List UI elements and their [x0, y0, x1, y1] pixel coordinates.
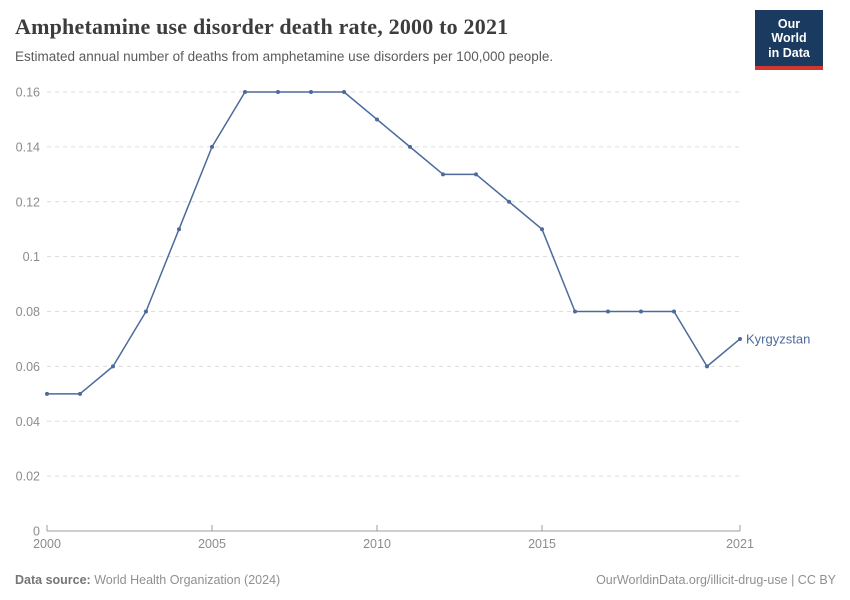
owid-logo-accent-bar [755, 66, 823, 71]
data-source-value: World Health Organization (2024) [90, 573, 281, 587]
x-axis-tick-label: 2015 [528, 537, 556, 551]
data-point[interactable] [210, 144, 214, 149]
data-point[interactable] [441, 172, 445, 177]
owid-logo[interactable]: Our World in Data [755, 10, 823, 71]
data-point[interactable] [639, 309, 643, 314]
y-axis-tick-label: 0 [33, 525, 40, 539]
x-axis-tick-label: 2010 [363, 537, 391, 551]
data-point[interactable] [705, 364, 709, 369]
data-point[interactable] [408, 144, 412, 149]
y-axis-tick-label: 0.06 [16, 360, 40, 374]
owid-logo-line1: Our World [771, 17, 807, 46]
data-point[interactable] [45, 391, 49, 396]
data-point[interactable] [573, 309, 577, 314]
page-title: Amphetamine use disorder death rate, 200… [15, 14, 509, 39]
data-point[interactable] [375, 117, 379, 122]
line-chart-svg: 0 0.02 0.04 0.06 0.08 0.1 0.12 0.14 0.16 2000 2005… [16, 86, 811, 552]
y-axis-tick-label: 0.02 [16, 470, 40, 484]
line-chart[interactable]: 0 0.02 0.04 0.06 0.08 0.1 0.12 0.14 0.16 2000 2005… [0, 78, 850, 560]
data-point[interactable] [474, 172, 478, 177]
y-axis-tick-label: 0.1 [23, 250, 40, 264]
data-point[interactable] [177, 227, 181, 232]
data-point[interactable] [738, 336, 742, 341]
x-axis-tick-label: 2005 [198, 537, 226, 551]
data-point[interactable] [606, 309, 610, 314]
data-point[interactable] [672, 309, 676, 314]
data-point[interactable] [540, 227, 544, 232]
chart-footer: Data source: World Health Organization (… [15, 573, 836, 587]
y-axis-tick-label: 0.08 [16, 305, 40, 319]
owid-url-link[interactable]: OurWorldinData.org/illicit-drug-use [596, 573, 788, 587]
footer-separator: | [787, 573, 798, 587]
chart-subtitle: Estimated annual number of deaths from a… [15, 49, 554, 64]
chart-header: Amphetamine use disorder death rate, 200… [15, 10, 835, 71]
data-point[interactable] [309, 90, 313, 94]
data-point[interactable] [144, 309, 148, 314]
footer-citation: OurWorldinData.org/illicit-drug-use | CC… [596, 573, 836, 587]
x-axis-tick-label: 2021 [726, 537, 754, 551]
y-axis-tick-label: 0.04 [16, 415, 40, 429]
y-axis-tick-label: 0.16 [16, 86, 40, 100]
license-label: CC BY [797, 573, 836, 587]
data-point[interactable] [111, 364, 115, 369]
data-point[interactable] [78, 391, 82, 396]
series-label-kyrgyzstan[interactable]: Kyrgyzstan [746, 331, 810, 346]
x-axis-tick-label: 2000 [33, 537, 61, 551]
data-source-note: Data source: World Health Organization (… [15, 573, 280, 587]
owid-logo-line2: in Data [768, 45, 810, 60]
owid-logo-text: Our World in Data [755, 10, 823, 67]
data-point[interactable] [243, 90, 247, 94]
data-source-label: Data source: [15, 573, 91, 587]
trend-line[interactable] [46, 91, 741, 395]
data-point[interactable] [276, 90, 280, 94]
data-point[interactable] [342, 90, 346, 94]
data-point[interactable] [507, 199, 511, 204]
y-axis-tick-label: 0.14 [16, 140, 40, 154]
y-axis-tick-label: 0.12 [16, 195, 40, 209]
